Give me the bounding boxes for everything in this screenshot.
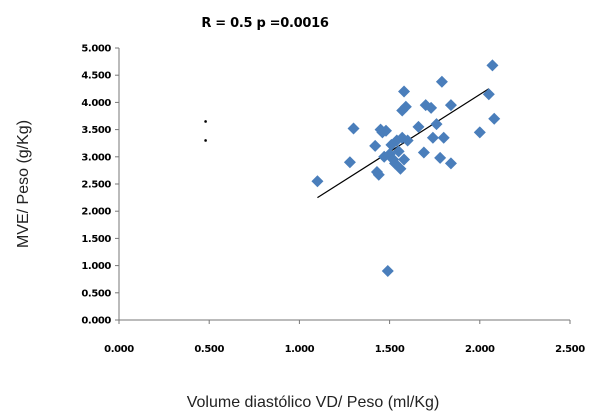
data-point xyxy=(473,126,486,139)
y-axis-title: MVE/ Peso (g/Kg) xyxy=(15,120,32,248)
chart-title: R = 0.5 p =0.0016 xyxy=(201,16,329,31)
data-point xyxy=(379,124,392,137)
data-point xyxy=(347,122,360,135)
y-tick-label: 0.500 xyxy=(81,288,111,299)
x-tick-label: 1.500 xyxy=(375,344,405,355)
data-point xyxy=(486,59,499,72)
data-point xyxy=(399,100,412,113)
stray-marks xyxy=(204,120,207,142)
data-point xyxy=(417,146,430,159)
x-tick-label: 2.000 xyxy=(465,344,495,355)
stray-mark xyxy=(204,120,207,123)
data-point xyxy=(425,101,438,114)
data-point xyxy=(444,99,457,112)
x-tick-label: 0.500 xyxy=(194,344,224,355)
y-tick-label: 2.000 xyxy=(81,207,111,218)
data-point xyxy=(435,75,448,88)
data-point xyxy=(437,131,450,144)
data-point xyxy=(401,134,414,147)
data-point xyxy=(444,157,457,170)
y-tick-label: 1.000 xyxy=(81,261,111,272)
y-tick-label: 3.500 xyxy=(81,125,111,136)
stray-mark xyxy=(204,139,207,142)
data-point xyxy=(369,139,382,152)
y-tick-label: 4.500 xyxy=(81,71,111,82)
x-tick-label: 0.000 xyxy=(104,344,134,355)
data-point xyxy=(398,85,411,98)
y-tick-label: 4.000 xyxy=(81,98,111,109)
data-point xyxy=(426,131,439,144)
y-tick-label: 1.500 xyxy=(81,234,111,245)
data-points xyxy=(311,59,501,278)
x-axis-title: Volume diastólico VD/ Peso (ml/Kg) xyxy=(187,394,440,411)
y-tick-label: 5.000 xyxy=(81,44,111,55)
data-point xyxy=(394,162,407,175)
trendline xyxy=(317,88,490,199)
y-axis: 0.000 0.500 1.000 1.500 2.000 2.500 3.000 3.500… xyxy=(81,44,120,327)
data-point xyxy=(311,175,324,188)
x-tick-label: 2.500 xyxy=(555,344,585,355)
data-point xyxy=(343,156,356,169)
data-point xyxy=(392,145,405,158)
data-point xyxy=(381,265,394,278)
data-point xyxy=(482,88,495,101)
y-tick-label: 2.500 xyxy=(81,180,111,191)
data-point xyxy=(372,168,385,181)
data-point xyxy=(398,153,411,166)
data-point xyxy=(430,118,443,131)
data-point xyxy=(412,120,425,133)
data-point xyxy=(488,112,501,125)
x-tick-label: 1.000 xyxy=(285,344,315,355)
x-axis: 0.000 0.500 1.000 1.500 2.000 2.500 xyxy=(104,319,586,355)
y-tick-label: 0.000 xyxy=(81,316,111,327)
data-point xyxy=(434,151,447,164)
y-tick-label: 3.000 xyxy=(81,152,111,163)
